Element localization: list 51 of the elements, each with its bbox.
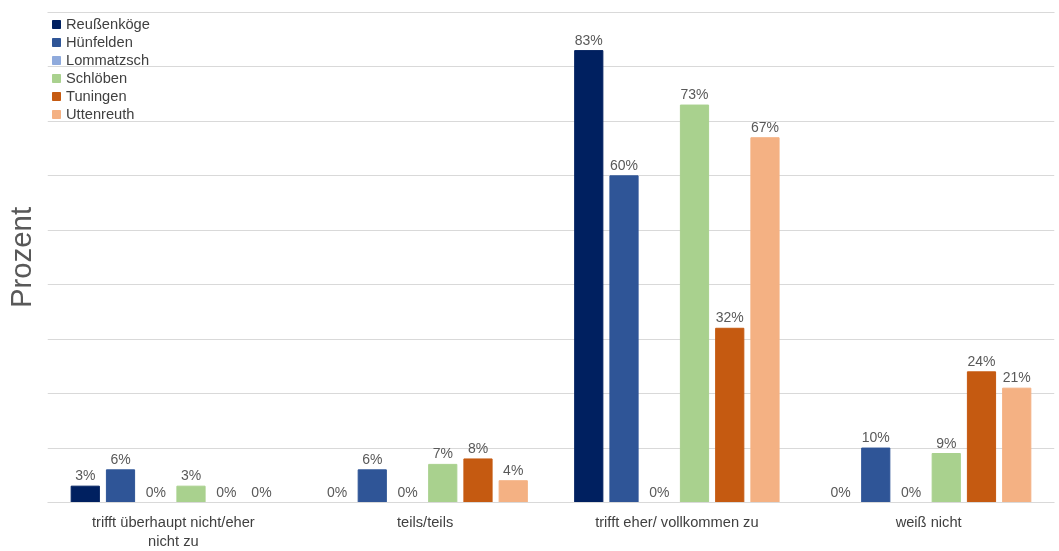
data-label: 21%	[1002, 369, 1031, 386]
bar	[463, 458, 493, 503]
data-label: 0%	[397, 483, 418, 500]
bar	[498, 480, 528, 503]
data-label: 3%	[180, 467, 202, 484]
data-label: 9%	[936, 434, 957, 451]
data-label: 0%	[251, 483, 272, 500]
bar	[966, 371, 997, 503]
bar	[70, 485, 100, 503]
bar	[105, 469, 136, 503]
data-label: 6%	[362, 450, 383, 467]
legend-label: Reußenköge	[66, 16, 150, 32]
data-label: 83%	[574, 31, 603, 48]
data-label: 0%	[216, 483, 237, 500]
data-label: 3%	[75, 467, 96, 484]
data-label: 0%	[830, 483, 851, 500]
data-label: 7%	[432, 445, 453, 462]
data-label: 6%	[110, 450, 131, 467]
bar	[861, 447, 891, 503]
data-label: 24%	[967, 352, 996, 369]
bar	[609, 175, 639, 503]
bar	[357, 469, 387, 503]
bar	[750, 137, 780, 503]
data-label: 0%	[900, 483, 922, 500]
legend-label: Schlöben	[66, 70, 128, 86]
bar	[1002, 387, 1032, 503]
data-label: 67%	[750, 118, 780, 135]
bar	[715, 327, 745, 503]
legend-label: Uttenreuth	[66, 106, 135, 122]
data-label: 0%	[326, 483, 348, 500]
data-label: 4%	[503, 461, 524, 478]
bar	[176, 485, 206, 503]
bar	[574, 50, 604, 503]
legend-label: Tuningen	[66, 88, 127, 104]
data-label: 8%	[467, 439, 489, 456]
data-label: 0%	[145, 483, 166, 500]
data-label: 0%	[649, 483, 670, 500]
bar	[679, 104, 710, 503]
x-tick-label: trifft eher/ vollkommen zu	[595, 513, 759, 530]
bar	[428, 463, 458, 503]
data-label: 10%	[861, 429, 890, 446]
x-tick-label: trifft überhaupt nicht/eher nicht zu	[92, 513, 255, 549]
x-tick-label: teils/teils	[397, 513, 454, 530]
data-label: 60%	[610, 156, 639, 173]
x-tick-label: weiß nicht	[894, 513, 962, 530]
data-label: 32%	[715, 309, 744, 326]
data-label: 73%	[680, 86, 709, 103]
y-axis-title: Prozent	[3, 206, 37, 309]
legend-label: Hünfelden	[66, 34, 133, 50]
bar	[931, 453, 961, 503]
legend-label: Lommatzsch	[66, 52, 150, 68]
